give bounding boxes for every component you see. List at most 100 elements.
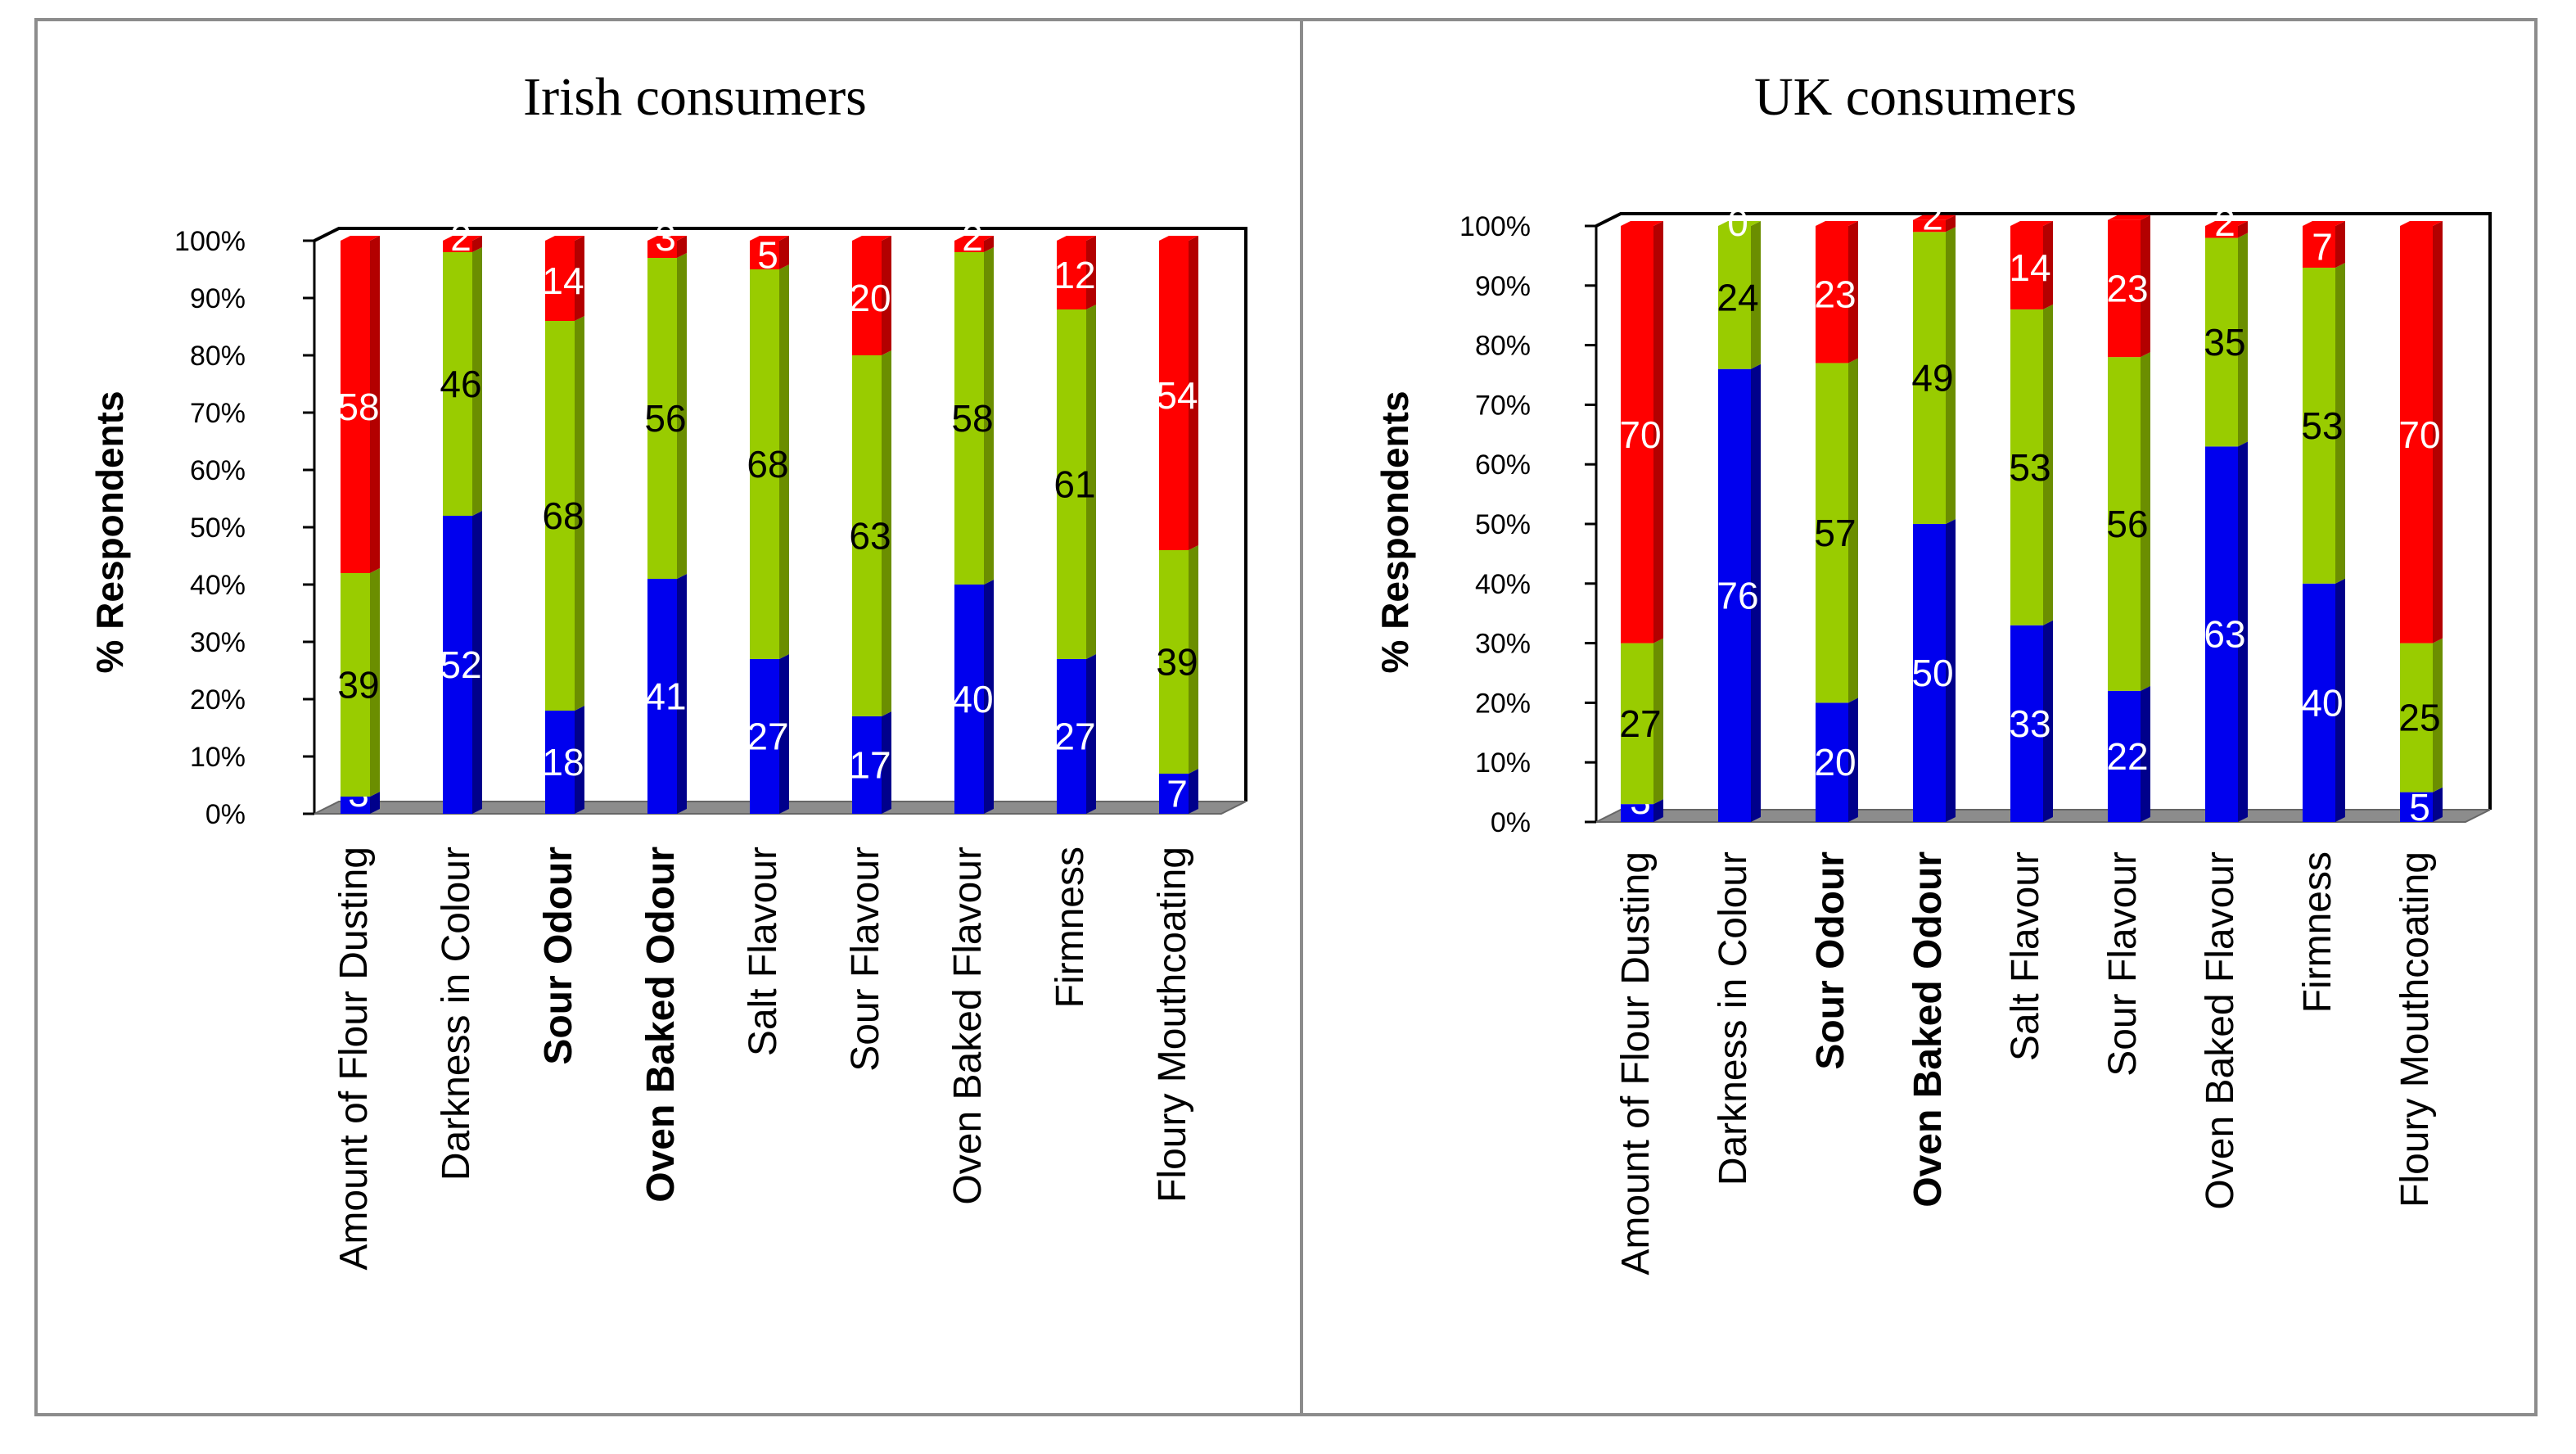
uk-data-label-red-2: 23 — [1814, 273, 1856, 316]
uk-x-tick-label-5: Sour Flavour — [2101, 851, 2145, 1077]
irish-x-tick-label-7: Firmness — [1049, 847, 1092, 1008]
uk-x-tick-label-6: Oven Baked Flavour — [2199, 851, 2242, 1210]
irish-bar-blue-0 — [341, 797, 370, 814]
uk-bar-blue-6 — [2205, 446, 2238, 822]
irish-bar-side — [779, 236, 789, 269]
irish-bar-side — [1086, 236, 1096, 309]
irish-bar-green-8 — [1159, 550, 1189, 774]
uk-bar-side — [1848, 358, 1858, 703]
irish-x-tick-label-5: Sour Flavour — [844, 847, 887, 1072]
irish-x-tick-label-2: Sour Odour — [537, 847, 580, 1065]
irish-bar-red-7 — [1057, 241, 1086, 309]
uk-bar-side — [2043, 221, 2053, 309]
irish-bar-top — [1057, 236, 1096, 241]
irish-bar-red-2 — [545, 241, 575, 321]
uk-bar-top — [2108, 214, 2150, 220]
irish-y-tick-label: 0% — [205, 799, 246, 830]
uk-chart-title: UK consumers — [1754, 67, 2077, 127]
uk-bar-side — [2335, 262, 2345, 584]
irish-bar-green-4 — [750, 269, 779, 659]
irish-y-tick-label: 100% — [174, 226, 246, 257]
uk-bar-top — [1621, 221, 1663, 226]
uk-data-label-green-5: 56 — [2106, 503, 2148, 545]
irish-data-label-blue-2: 18 — [542, 741, 584, 783]
irish-y-tick-label: 20% — [190, 684, 246, 716]
uk-data-label-red-7: 7 — [2312, 225, 2333, 268]
uk-bar-green-6 — [2205, 237, 2238, 447]
uk-bar-green-0 — [1621, 643, 1653, 805]
uk-data-label-blue-7: 40 — [2301, 681, 2343, 724]
irish-bar-side — [882, 236, 891, 355]
uk-y-tick-label: 50% — [1475, 509, 1531, 540]
uk-bar-blue-7 — [2303, 583, 2335, 822]
uk-bar-blue-1 — [1718, 368, 1751, 823]
uk-data-label-green-4: 53 — [2009, 446, 2050, 489]
irish-data-label-red-7: 12 — [1053, 254, 1095, 296]
uk-data-label-blue-2: 20 — [1814, 741, 1856, 783]
irish-bar-blue-8 — [1159, 774, 1189, 814]
uk-bar-side — [2043, 304, 2053, 625]
irish-bar-red-8 — [1159, 241, 1189, 550]
uk-bar-side — [1653, 638, 1663, 805]
irish-data-label-green-8: 39 — [1156, 641, 1198, 684]
uk-bar-green-1 — [1718, 226, 1751, 369]
irish-bar-side — [779, 264, 789, 659]
irish-bar-top — [545, 236, 584, 241]
irish-chart: Irish consumers % Respondents 0% 10% 20% 30… — [88, 67, 1247, 1271]
panel-divider — [1300, 18, 1303, 1416]
irish-bar-side — [575, 236, 584, 321]
uk-chart: UK consumers % Respondents 0% 10% 20% 30% 40… — [1374, 67, 2492, 1276]
figure-frame — [34, 18, 2538, 1416]
irish-bar-green-7 — [1057, 309, 1086, 659]
uk-bar-top — [1913, 214, 1956, 220]
uk-data-label-green-0: 27 — [1619, 702, 1661, 745]
uk-bar-top — [1718, 221, 1761, 226]
uk-bar-top — [2400, 221, 2443, 226]
uk-bar-side — [2043, 620, 2053, 822]
uk-bar-top — [1816, 221, 1858, 226]
uk-plot-frame — [1595, 212, 2492, 810]
uk-bar-side — [2141, 214, 2150, 358]
uk-x-tick-label-2: Sour Odour — [1809, 851, 1852, 1070]
uk-data-label-green-1: 24 — [1717, 276, 1758, 318]
irish-x-tick-label-3: Oven Baked Odour — [639, 847, 683, 1203]
irish-bar-side — [984, 580, 994, 814]
uk-x-tick-label-3: Oven Baked Odour — [1906, 851, 1950, 1208]
uk-bar-side — [2433, 221, 2443, 643]
uk-bar-top — [2205, 221, 2248, 226]
irish-bar-side — [370, 792, 380, 814]
irish-bar-side — [370, 236, 380, 573]
irish-bar-blue-1 — [443, 516, 472, 814]
uk-x-tick-label-1: Darkness in Colour — [1712, 851, 1755, 1185]
uk-bar-red-0 — [1621, 226, 1653, 643]
uk-data-label-green-3: 49 — [1911, 357, 1953, 400]
uk-bar-side — [2335, 221, 2345, 268]
irish-bar-side — [370, 568, 380, 797]
uk-bar-blue-2 — [1816, 702, 1848, 822]
irish-y-axis-label: % Respondents — [88, 391, 131, 673]
uk-data-label-green-8: 25 — [2398, 697, 2440, 739]
irish-y-tick-label: 50% — [190, 513, 246, 544]
uk-data-label-red-1: 0 — [1727, 201, 1748, 244]
irish-bar-top — [954, 236, 994, 241]
irish-x-tick-label-6: Oven Baked Flavour — [946, 847, 990, 1205]
uk-bar-red-7 — [2303, 226, 2335, 268]
irish-data-label-blue-6: 40 — [951, 678, 993, 720]
irish-bar-top — [750, 236, 789, 241]
uk-bar-top — [2010, 221, 2053, 226]
irish-bar-side — [882, 711, 891, 814]
uk-x-tick-label-7: Firmness — [2296, 851, 2339, 1013]
irish-bar-side — [1189, 769, 1198, 814]
irish-data-label-red-4: 5 — [757, 234, 778, 277]
irish-y-tick-label: 40% — [190, 570, 246, 601]
uk-data-label-green-2: 57 — [1814, 512, 1856, 554]
irish-data-label-blue-4: 27 — [747, 716, 788, 758]
irish-data-label-green-0: 39 — [337, 664, 379, 707]
irish-bar-blue-6 — [954, 585, 984, 814]
irish-data-label-green-7: 61 — [1053, 463, 1095, 506]
uk-bar-red-5 — [2108, 219, 2141, 358]
irish-bar-green-0 — [341, 573, 370, 797]
irish-bar-red-4 — [750, 241, 779, 269]
uk-bar-red-6 — [2205, 226, 2238, 238]
uk-y-axis-label: % Respondents — [1374, 391, 1416, 673]
